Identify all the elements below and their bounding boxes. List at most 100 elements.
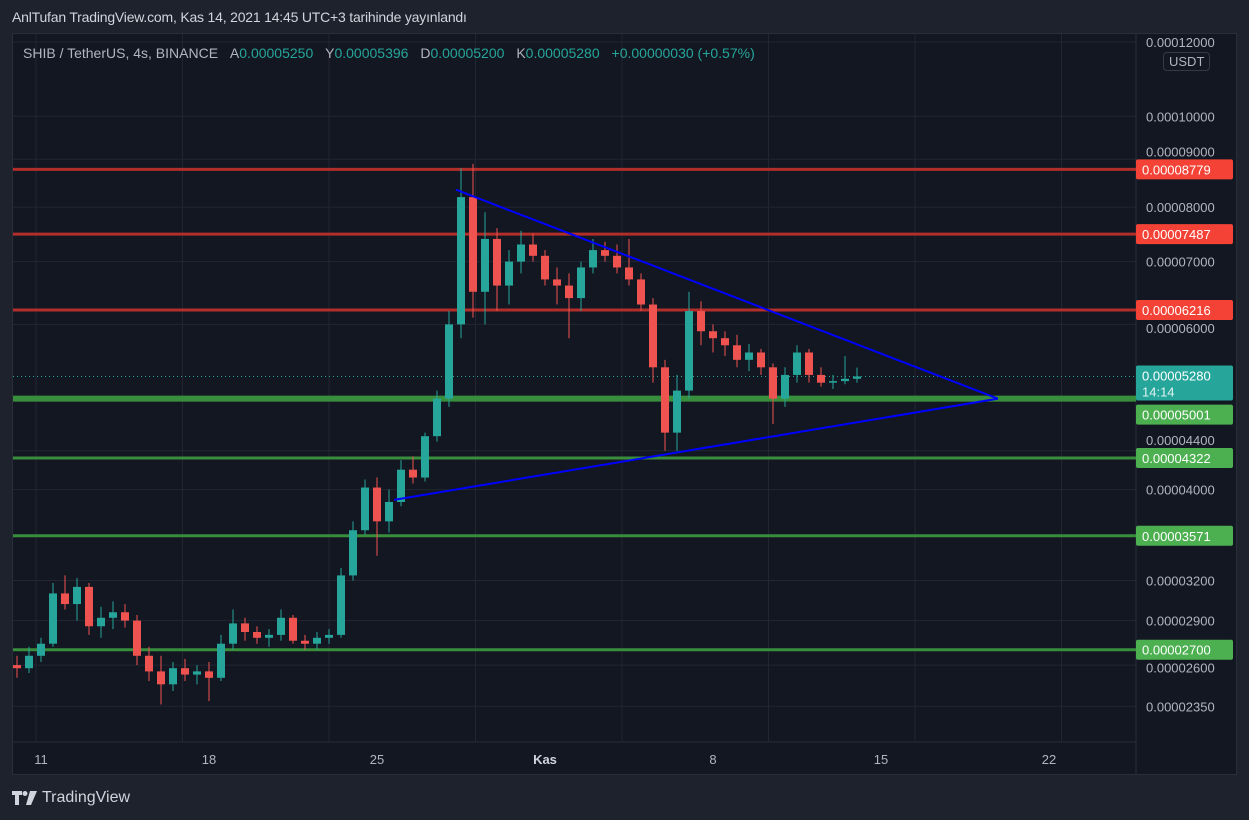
price-level-label: 0.00008779 — [1142, 162, 1211, 177]
candle-down[interactable] — [661, 367, 669, 433]
candle-up[interactable] — [73, 586, 81, 605]
candle-down[interactable] — [157, 671, 165, 685]
candle-up[interactable] — [361, 487, 369, 531]
candle-up[interactable] — [349, 530, 357, 576]
candle-up[interactable] — [829, 381, 837, 383]
candle-down[interactable] — [649, 304, 657, 368]
candle-down[interactable] — [133, 620, 141, 656]
candle-up[interactable] — [193, 671, 201, 675]
candle-up[interactable] — [325, 634, 333, 638]
candle-up[interactable] — [589, 250, 597, 268]
triangle-trendline[interactable] — [455, 188, 999, 400]
price-tick-label: 0.00006000 — [1146, 321, 1215, 336]
candle-up[interactable] — [337, 575, 345, 635]
candle-up[interactable] — [685, 311, 693, 391]
candle-down[interactable] — [625, 267, 633, 280]
chart-panel[interactable]: 0.00012000 0.00010000 0.00009000 0.00008000… — [12, 33, 1237, 775]
symbol-title[interactable]: SHIB / TetherUS, 4s, BINANCE — [23, 45, 219, 61]
candle-up[interactable] — [505, 261, 513, 286]
candle-up[interactable] — [517, 244, 525, 262]
candle-up[interactable] — [217, 643, 225, 678]
candle-down[interactable] — [409, 469, 417, 478]
candlestick-chart[interactable]: 0.00012000 0.00010000 0.00009000 0.00008000… — [13, 34, 1236, 774]
candle-up[interactable] — [277, 617, 285, 635]
candle-down[interactable] — [565, 285, 573, 299]
candle-down[interactable] — [373, 487, 381, 522]
currency-unit-button[interactable]: USDT — [1163, 52, 1211, 71]
candle-down[interactable] — [145, 655, 153, 672]
candle-down[interactable] — [733, 345, 741, 360]
candle-up[interactable] — [25, 655, 33, 669]
candle-down[interactable] — [613, 255, 621, 268]
candle-up[interactable] — [397, 469, 405, 502]
high-value: 0.00005396 — [334, 45, 409, 61]
candle-down[interactable] — [301, 640, 309, 644]
candle-up[interactable] — [577, 267, 585, 299]
candle-up[interactable] — [445, 324, 453, 399]
candle-down[interactable] — [493, 238, 501, 286]
candle-up[interactable] — [673, 390, 681, 433]
candle-down[interactable] — [121, 612, 129, 621]
low-value: 0.00005200 — [430, 45, 505, 61]
price-tick-label: 0.00002350 — [1146, 699, 1215, 714]
candle-down[interactable] — [289, 617, 297, 641]
triangle-trendline[interactable] — [393, 397, 999, 501]
candle-down[interactable] — [205, 671, 213, 678]
candle-down[interactable] — [469, 197, 477, 292]
price-tick-label: 0.00012000 — [1146, 35, 1215, 50]
candle-down[interactable] — [85, 586, 93, 627]
footer-brand[interactable]: TradingView — [12, 789, 130, 807]
price-level-badge — [1136, 639, 1233, 660]
candle-down[interactable] — [769, 367, 777, 399]
candle-up[interactable] — [793, 352, 801, 375]
candle-up[interactable] — [169, 668, 177, 685]
candle-down[interactable] — [253, 631, 261, 638]
candle-up[interactable] — [853, 376, 861, 379]
candle-up[interactable] — [421, 436, 429, 478]
candle-down[interactable] — [529, 244, 537, 256]
time-tick-label: 22 — [1042, 752, 1056, 767]
candle-down[interactable] — [721, 338, 729, 346]
candle-down[interactable] — [637, 279, 645, 305]
candle-up[interactable] — [265, 634, 273, 638]
candle-down[interactable] — [241, 623, 249, 632]
candle-up[interactable] — [109, 612, 117, 618]
candle-down[interactable] — [61, 593, 69, 605]
candle-up[interactable] — [481, 238, 489, 292]
price-level-label: 0.00003571 — [1142, 529, 1211, 544]
time-tick-label: Kas — [533, 752, 557, 767]
candle-down[interactable] — [709, 331, 717, 339]
candle-down[interactable] — [697, 311, 705, 332]
price-level-badge — [1136, 159, 1233, 180]
candle-down[interactable] — [13, 665, 21, 669]
price-level-badge — [1136, 525, 1233, 546]
candle-down[interactable] — [805, 352, 813, 375]
price-level-label: 0.00006216 — [1142, 303, 1211, 318]
candle-up[interactable] — [229, 623, 237, 644]
current-price-label: 0.00005280 — [1142, 368, 1211, 383]
candle-up[interactable] — [385, 501, 393, 522]
bar-countdown-label: 14:14 — [1142, 384, 1175, 399]
price-level-badge — [1136, 299, 1233, 320]
candle-up[interactable] — [97, 617, 105, 627]
candle-up[interactable] — [745, 352, 753, 360]
price-level-label: 0.00004322 — [1142, 451, 1211, 466]
candle-down[interactable] — [181, 668, 189, 675]
open-label: A — [229, 45, 240, 61]
price-level-badge — [1136, 448, 1233, 469]
candle-up[interactable] — [49, 593, 57, 644]
candle-up[interactable] — [841, 378, 849, 382]
candle-down[interactable] — [541, 255, 549, 280]
candle-up[interactable] — [433, 398, 441, 437]
candle-up[interactable] — [457, 197, 465, 325]
candle-down[interactable] — [601, 250, 609, 256]
candle-down[interactable] — [817, 374, 825, 383]
ohlc-legend: SHIB / TetherUS, 4s, BINANCE A0.00005250… — [23, 45, 755, 61]
time-tick-label: 25 — [370, 752, 384, 767]
candle-down[interactable] — [757, 352, 765, 368]
candle-up[interactable] — [37, 643, 45, 656]
candle-up[interactable] — [313, 637, 321, 644]
candle-up[interactable] — [781, 374, 789, 399]
candle-down[interactable] — [553, 279, 561, 286]
time-tick-label: 18 — [202, 752, 216, 767]
